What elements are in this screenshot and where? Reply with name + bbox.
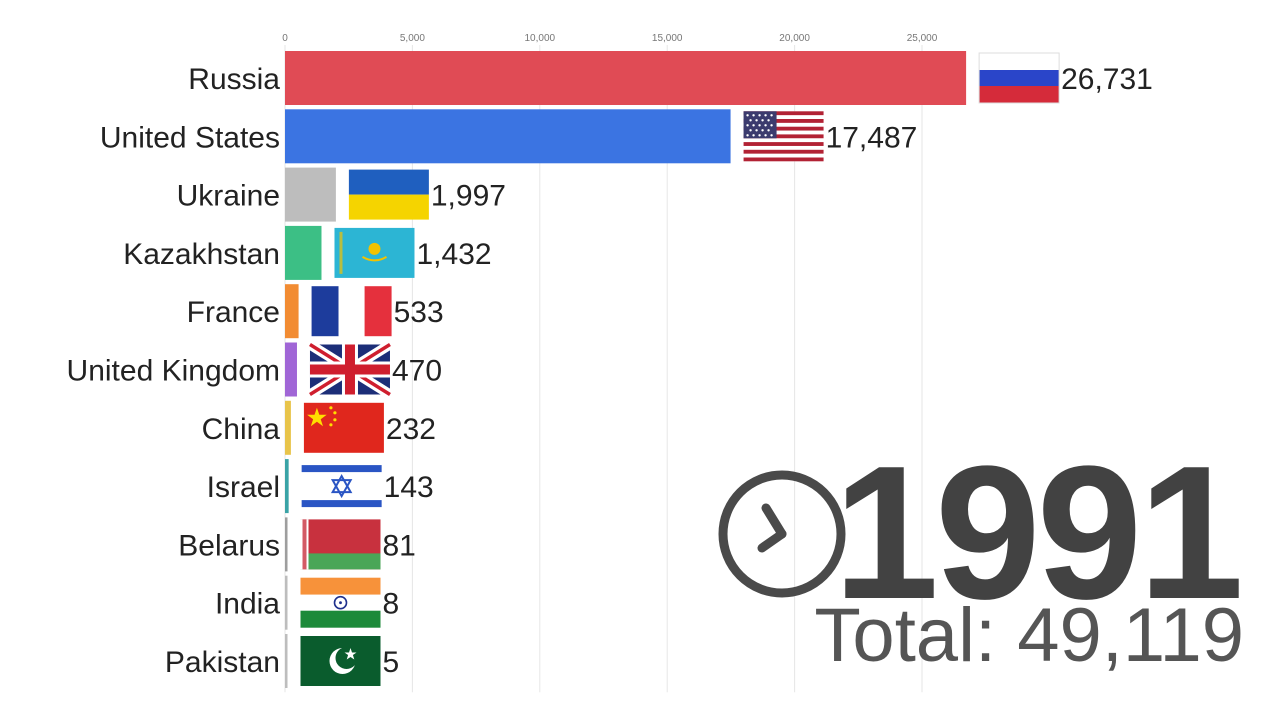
ukraine-flag-icon <box>348 169 429 220</box>
united-states-flag-icon <box>743 111 824 162</box>
bar <box>285 400 291 455</box>
bar <box>285 225 322 280</box>
x-tick-label: 5,000 <box>400 33 425 44</box>
value-label: 26,731 <box>1061 63 1153 96</box>
category-label: Pakistan <box>165 646 280 679</box>
bar <box>285 634 288 688</box>
category-label: Russia <box>188 63 280 96</box>
india-flag-icon <box>299 576 382 629</box>
clock-icon <box>718 470 846 598</box>
category-label: France <box>187 296 280 329</box>
category-label: Kazakhstan <box>123 238 280 271</box>
bar <box>285 51 967 105</box>
value-label: 470 <box>392 355 442 388</box>
category-label: United Kingdom <box>67 355 280 388</box>
bar <box>285 517 288 572</box>
total-label: Total: 49,119 <box>814 593 1244 678</box>
united-kingdom-flag-icon <box>310 345 390 395</box>
bar <box>285 167 336 222</box>
year-label: 1991 <box>833 427 1244 639</box>
kazakhstan-flag-icon <box>333 226 416 279</box>
value-label: 1,432 <box>416 238 491 271</box>
x-tick-label: 0 <box>282 33 288 44</box>
bar <box>285 342 297 397</box>
value-label: 81 <box>383 529 416 562</box>
bar <box>285 109 731 164</box>
category-label: China <box>202 413 281 446</box>
value-label: 232 <box>386 413 436 446</box>
x-tick-label: 10,000 <box>525 33 556 44</box>
value-label: 143 <box>384 471 434 504</box>
category-label: Israel <box>207 471 280 504</box>
belarus-flag-icon <box>300 519 381 570</box>
value-label: 8 <box>383 588 400 621</box>
value-label: 1,997 <box>431 180 506 213</box>
pakistan-flag-icon <box>300 636 381 686</box>
china-flag-icon <box>303 402 384 453</box>
x-tick-label: 25,000 <box>907 33 938 44</box>
bar <box>285 284 299 339</box>
bar <box>285 575 288 630</box>
bar <box>285 459 289 514</box>
israel-flag-icon <box>300 460 383 513</box>
category-label: India <box>215 588 280 621</box>
russia-flag-icon <box>978 52 1060 104</box>
category-label: United States <box>100 121 280 154</box>
value-label: 17,487 <box>826 121 918 154</box>
x-tick-label: 15,000 <box>652 33 683 44</box>
x-tick-label: 20,000 <box>779 33 810 44</box>
value-label: 533 <box>394 296 444 329</box>
category-label: Ukraine <box>177 180 280 213</box>
value-label: 5 <box>383 646 400 679</box>
france-flag-icon <box>311 286 392 337</box>
category-label: Belarus <box>178 529 280 562</box>
